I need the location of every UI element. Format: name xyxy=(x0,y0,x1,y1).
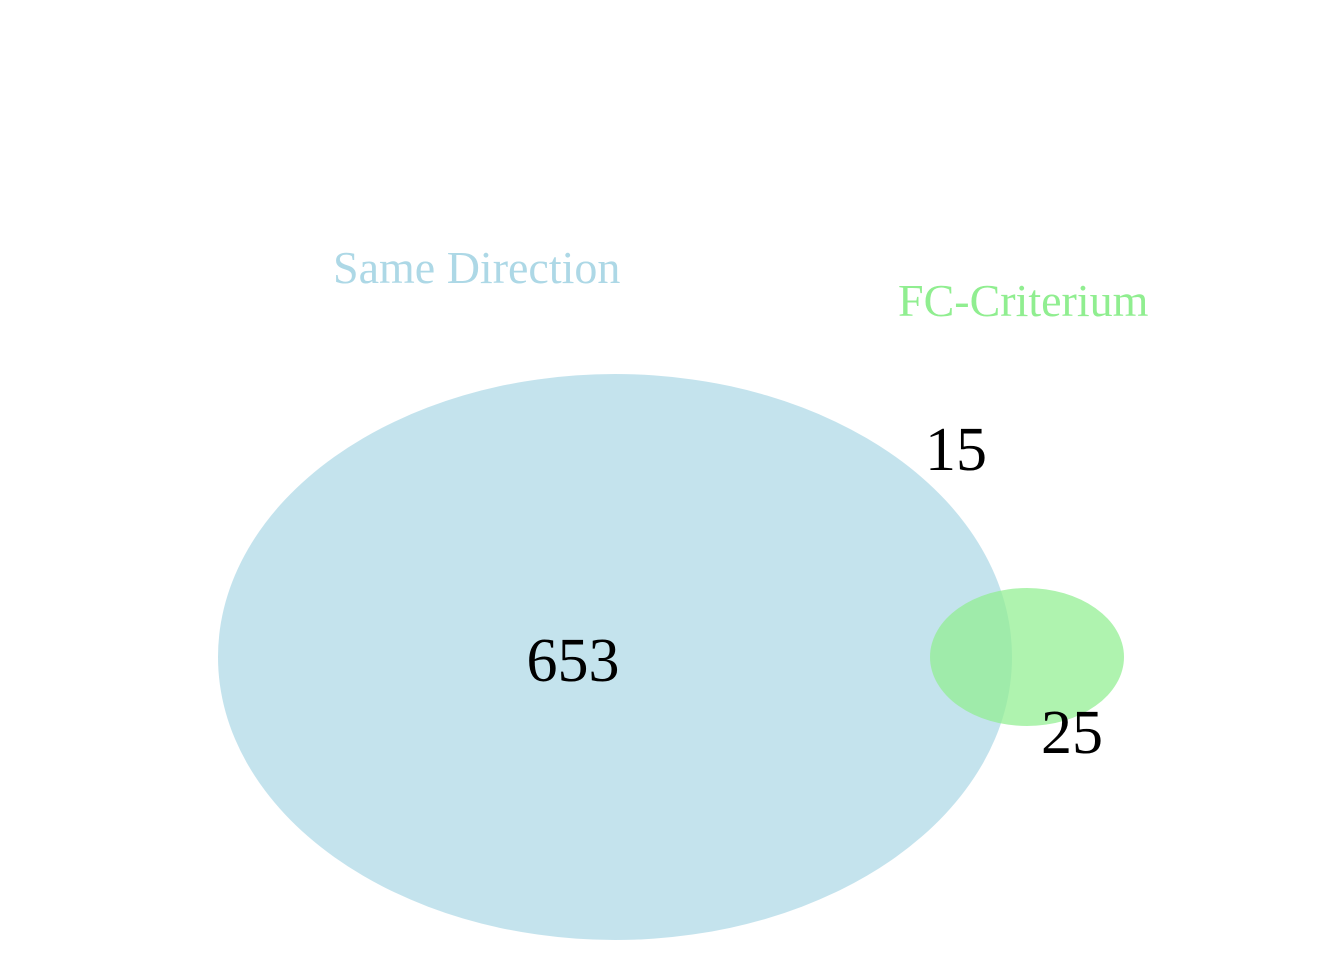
same-direction-ellipse xyxy=(218,374,1012,940)
fc-criterium-label: FC-Criterium xyxy=(898,275,1149,326)
same-direction-label: Same Direction xyxy=(333,242,620,293)
count-fc-criterium-only: 25 xyxy=(1041,699,1103,767)
fc-criterium-ellipse xyxy=(930,588,1124,726)
count-both: 15 xyxy=(925,416,987,484)
count-same-direction-only: 653 xyxy=(527,627,620,695)
